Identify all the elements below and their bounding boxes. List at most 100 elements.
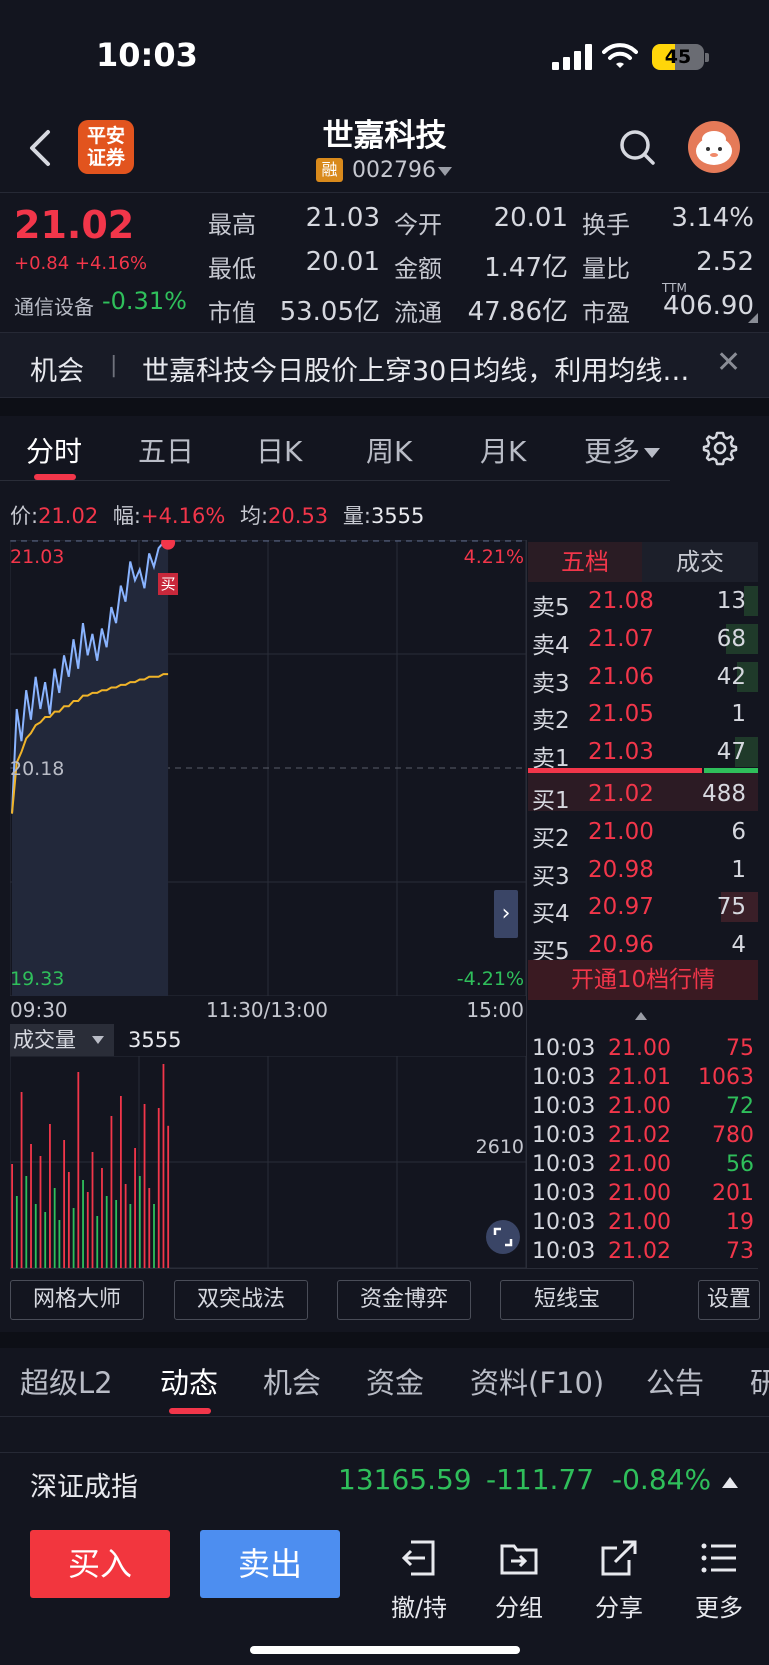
tab-profile-f10[interactable]: 资料(F10) (470, 1366, 605, 1400)
orderbook-vol: 4 (731, 932, 746, 959)
bid-row[interactable]: 买5 20.96 4 (528, 926, 758, 965)
bid-row[interactable]: 买4 20.97 75 (528, 888, 758, 927)
info-tabs: 超级L2 动态 机会 资金 资料(F10) 公告 研报 (0, 1348, 769, 1416)
trade-vol: 73 (726, 1239, 754, 1264)
ask-row[interactable]: 卖2 21.05 1 (528, 695, 758, 734)
ask-row[interactable]: 卖4 21.07 68 (528, 620, 758, 659)
bid-row[interactable]: 买2 21.00 6 (528, 813, 758, 852)
tab-research[interactable]: 研报 (750, 1366, 769, 1400)
cellular-signal-icon (552, 44, 594, 70)
tab-announcements[interactable]: 公告 (646, 1366, 705, 1400)
quote-value-turnover: 3.14% (671, 203, 754, 233)
trade-price: 21.00 (608, 1036, 671, 1061)
intraday-price-chart[interactable]: 21.03 20.18 19.33 4.21% -4.21% 买 (10, 540, 526, 996)
sector-name[interactable]: 通信设备 (14, 295, 94, 319)
home-indicator[interactable] (250, 1646, 520, 1654)
tab-five-day[interactable]: 五日 (138, 435, 195, 468)
buy-signal-marker[interactable]: 买 (158, 572, 179, 595)
short-term-button[interactable]: 短线宝 (500, 1280, 634, 1320)
tab-opportunity[interactable]: 机会 (263, 1366, 322, 1400)
trade-vol: 1063 (698, 1065, 754, 1090)
quote-value-low: 20.01 (305, 247, 380, 277)
summary-vol-label: 量: (342, 504, 371, 528)
volume-bar (53, 1188, 56, 1268)
sector-change[interactable]: -0.31% (102, 287, 187, 315)
trade-time: 10:03 (532, 1152, 596, 1177)
tab-intraday[interactable]: 分时 (26, 435, 83, 468)
close-icon[interactable]: ✕ (716, 345, 742, 380)
index-bar[interactable]: 深证成指 13165.59 -111.77 -0.84% (0, 1452, 769, 1510)
chevron-down-icon[interactable] (438, 167, 452, 176)
sell-button[interactable]: 卖出 (200, 1530, 340, 1598)
double-breakout-button[interactable]: 双突战法 (174, 1280, 308, 1320)
fund-game-button[interactable]: 资金博弈 (337, 1280, 471, 1320)
more-label: 更多 (695, 1594, 743, 1622)
volume-bar (91, 1152, 94, 1268)
orderbook-vol: 1 (731, 701, 746, 728)
tab-more[interactable]: 更多 (584, 430, 661, 470)
expand-orderbook-button[interactable]: › (494, 890, 518, 938)
price-line (11, 541, 169, 814)
stock-code[interactable]: 002796 (352, 158, 436, 183)
volume-header: 成交量 3555 (10, 1024, 526, 1056)
tab-trades[interactable]: 成交 (642, 542, 758, 582)
ask-row[interactable]: 卖1 21.03 47 (528, 733, 758, 772)
bid1-highlight (528, 773, 758, 811)
index-name: 深证成指 (30, 1472, 138, 1503)
chevron-down-icon[interactable] (92, 1036, 104, 1044)
open-10-level-button[interactable]: 开通10档行情 (528, 960, 758, 1000)
fullscreen-icon[interactable] (486, 1220, 520, 1254)
quote-label-market-cap: 市值 (208, 299, 256, 327)
orderbook-price: 21.02 (588, 781, 654, 807)
back-icon[interactable] (26, 128, 54, 168)
tab-five-levels[interactable]: 五档 (528, 542, 642, 582)
quote-label-pe: 市盈 (582, 299, 630, 327)
bid-row[interactable]: 买1 21.02 488 (528, 775, 758, 814)
grid-master-button[interactable]: 网格大师 (10, 1280, 144, 1320)
share-label: 分享 (595, 1594, 643, 1622)
orderbook-price: 20.97 (588, 894, 654, 921)
news-text[interactable]: 世嘉科技今日股价上穿30日均线，利用均线策略可判断买卖点 (142, 356, 702, 387)
trade-vol: 19 (726, 1210, 754, 1235)
caret-up-icon[interactable] (722, 1477, 738, 1488)
volume-chart-svg (10, 1056, 526, 1268)
volume-bar (34, 1204, 37, 1268)
cancel-hold-icon (401, 1540, 435, 1576)
group-button[interactable]: 分组 (474, 1528, 564, 1628)
corner-expand-icon[interactable] (748, 313, 758, 323)
avatar[interactable] (688, 121, 740, 173)
index-value: 13165.59 (338, 1463, 472, 1496)
orderbook-label: 买2 (532, 825, 570, 852)
ask-row[interactable]: 卖5 21.08 13 (528, 582, 758, 621)
volume-chart[interactable]: 2610 (10, 1056, 526, 1268)
search-icon[interactable] (618, 128, 658, 168)
more-button[interactable]: 更多 (674, 1528, 764, 1628)
tab-daily-k[interactable]: 日K (256, 435, 303, 468)
tab-weekly-k[interactable]: 周K (366, 435, 413, 468)
orderbook-vol: 75 (716, 894, 746, 921)
stock-name: 世嘉科技 (322, 118, 447, 154)
share-button[interactable]: 分享 (574, 1528, 664, 1628)
volume-bar (143, 1104, 146, 1268)
volume-y-tick: 2610 (475, 1136, 524, 1158)
caret-up-icon[interactable] (635, 1012, 647, 1020)
tab-news[interactable]: 动态 (160, 1366, 219, 1400)
tab-monthly-k[interactable]: 月K (480, 435, 527, 468)
tab-funds[interactable]: 资金 (366, 1366, 425, 1400)
broker-logo[interactable]: 平安 证券 (78, 120, 134, 174)
cancel-hold-button[interactable]: 撤/持 (374, 1528, 464, 1628)
news-ticker[interactable]: 机会 | 世嘉科技今日股价上穿30日均线，利用均线策略可判断买卖点 ✕ (0, 332, 769, 398)
chart-tabs: 分时 五日 日K 周K 月K 更多 (0, 416, 769, 482)
buy-button[interactable]: 买入 (30, 1530, 170, 1598)
tab-super-l2[interactable]: 超级L2 (20, 1366, 113, 1400)
volume-bar (30, 1144, 32, 1268)
depth-bar (744, 586, 758, 616)
bid-row[interactable]: 买3 20.98 1 (528, 851, 758, 890)
volume-bar (58, 1220, 61, 1268)
volume-bar (138, 1176, 141, 1268)
orderbook-price: 20.96 (588, 932, 654, 959)
orderbook-vol: 42 (716, 663, 746, 690)
ask-row[interactable]: 卖3 21.06 42 (528, 658, 758, 697)
strategy-settings-button[interactable]: 设置 (698, 1280, 760, 1320)
settings-gear-icon[interactable] (702, 430, 738, 466)
